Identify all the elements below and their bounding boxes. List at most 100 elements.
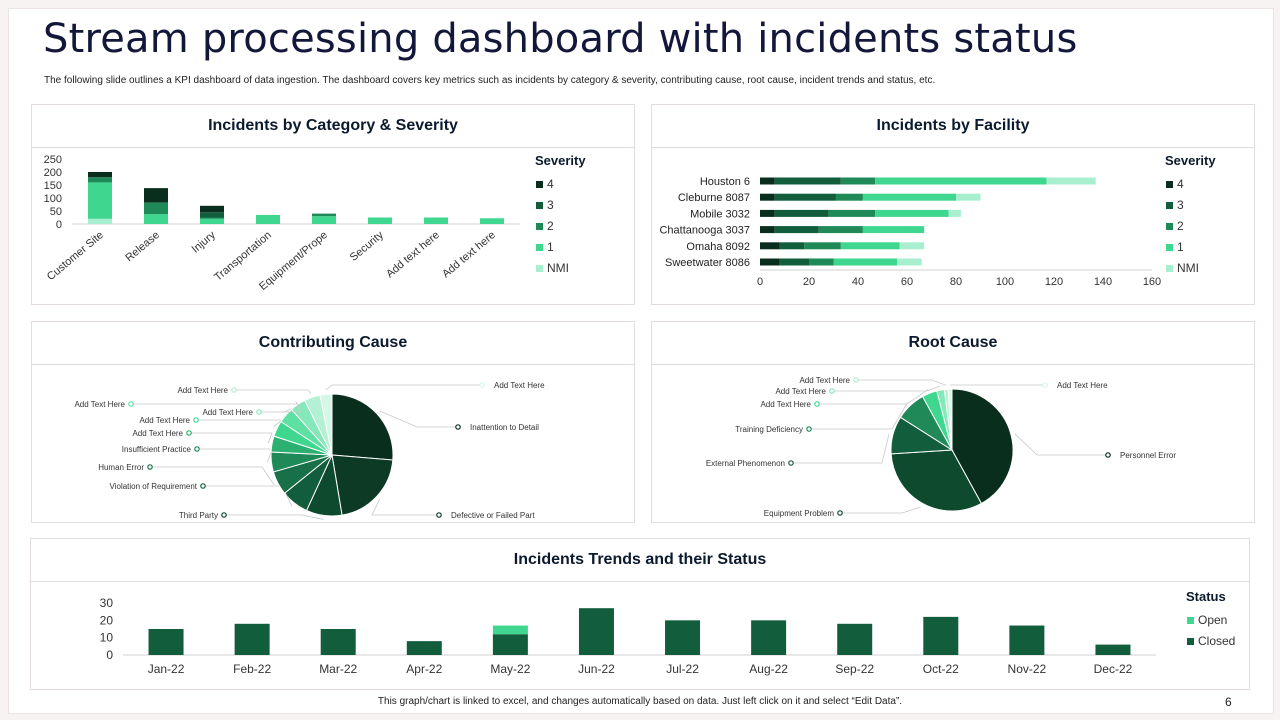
slice-label: Third Party — [179, 511, 218, 520]
y-tick-label: Houston 6 — [700, 176, 750, 188]
bar-segment — [200, 217, 224, 219]
leader-line — [203, 485, 293, 507]
x-tick-label: May-22 — [490, 662, 530, 676]
leader-dot — [479, 382, 485, 388]
x-tick-label: 160 — [1143, 276, 1161, 288]
bar-segment — [480, 218, 504, 224]
legend-label: Open — [1198, 613, 1227, 627]
y-tick-label: 10 — [100, 631, 114, 645]
bar-segment — [148, 629, 184, 655]
bar-segment — [774, 209, 829, 217]
panel-root: Root Cause Personnel Error Equipment Prob… — [651, 321, 1255, 523]
leader-dot — [147, 464, 153, 470]
legend-label: 3 — [547, 198, 554, 212]
x-tick-label: Customer Site — [45, 229, 106, 283]
panel-trends: Incidents Trends and their Status 0 10 20 3… — [30, 538, 1250, 690]
leader-line — [224, 514, 324, 520]
x-tick-label: Mar-22 — [319, 662, 357, 676]
legend-swatch — [536, 244, 543, 251]
legend-swatch — [1166, 181, 1173, 188]
bar-segment — [779, 258, 809, 266]
x-tick-label: Jul-22 — [666, 662, 699, 676]
leader-line — [234, 389, 312, 394]
y-tick-label: Sweetwater 8086 — [665, 257, 750, 269]
bar-segment — [578, 608, 614, 655]
bar-segment — [88, 218, 112, 224]
bar-segment — [200, 205, 224, 213]
bar-segment — [828, 209, 876, 217]
x-tick-label: 40 — [852, 276, 864, 288]
bar-segment — [774, 193, 836, 201]
bar-segment — [751, 620, 787, 655]
leader-line — [189, 432, 273, 444]
x-tick-label: Release — [123, 229, 162, 264]
bar-segment — [833, 258, 898, 266]
x-tick-label: Apr-22 — [406, 662, 442, 676]
legend-title: Severity — [535, 153, 586, 168]
slice-label: Add Text Here — [494, 381, 545, 390]
bar-segment — [88, 177, 112, 183]
leader-line — [809, 402, 908, 430]
bar-segment — [320, 629, 356, 655]
bar-segment — [88, 172, 112, 178]
leader-dot — [788, 460, 794, 466]
root-chart: Personnel Error Equipment Problem External… — [706, 376, 1177, 518]
bar-segment — [875, 209, 949, 217]
bar-segment — [760, 242, 780, 250]
bar-segment — [492, 625, 528, 635]
x-tick-label: 140 — [1094, 276, 1112, 288]
panel-title: Root Cause — [652, 322, 1254, 365]
bar-segment — [368, 217, 392, 224]
bar-segment — [840, 177, 876, 185]
bar-segment — [1046, 177, 1096, 185]
legend-swatch — [1187, 617, 1194, 624]
legend-label: NMI — [1177, 261, 1199, 275]
bar-segment — [760, 193, 775, 201]
slice-label: Add Text Here — [799, 376, 850, 385]
slice-label: Violation of Requirement — [110, 482, 198, 491]
panel-facility: Incidents by Facility 0 20 40 60 80 100 120 140… — [651, 104, 1255, 305]
y-tick-label: Mobile 3032 — [690, 208, 750, 220]
legend-swatch — [536, 181, 543, 188]
bar-segment — [862, 226, 925, 234]
panel-title: Incidents by Category & Severity — [32, 105, 634, 148]
y-tick-label: 50 — [50, 206, 62, 218]
x-tick-label: Oct-22 — [923, 662, 959, 676]
leader-dot — [1042, 382, 1048, 388]
footer-note: This graph/chart is linked to excel, and… — [377, 696, 903, 707]
slice-label: Add Text Here — [139, 416, 190, 425]
leader-dot — [1105, 452, 1111, 458]
slice-label: Add Text Here — [74, 400, 125, 409]
x-tick-label: 100 — [996, 276, 1014, 288]
bar-segment — [760, 177, 775, 185]
leader-line — [817, 389, 929, 405]
bar-segment — [760, 226, 775, 234]
bar-segment — [818, 226, 863, 234]
bar-segment — [875, 177, 1047, 185]
leader-dot — [128, 401, 134, 407]
panel-title: Incidents Trends and their Status — [31, 539, 1249, 582]
leader-dot — [231, 387, 237, 393]
bar-segment — [956, 193, 981, 201]
bar-segment — [1009, 625, 1045, 655]
bar-segment — [200, 212, 224, 218]
slice-label: External Phenomenon — [706, 459, 785, 468]
bar-segment — [406, 641, 442, 655]
leader-dot — [193, 417, 199, 423]
leader-dot — [256, 409, 262, 415]
bar-segment — [88, 182, 112, 219]
slice-label: Equipment Problem — [764, 509, 835, 518]
trends-chart: 0 10 20 30 Jan-22 Feb-22 Mar-22 Apr-22 May-22 Jun… — [100, 589, 1236, 676]
leader-dot — [814, 401, 820, 407]
slice-label: Insufficient Practice — [122, 445, 192, 454]
legend-swatch — [1166, 223, 1173, 230]
bar-segment — [948, 209, 961, 217]
page-number: 6 — [1225, 695, 1232, 709]
leader-dot — [221, 512, 227, 518]
slice-label: Add Text Here — [775, 387, 826, 396]
pie-slice — [331, 454, 394, 516]
bar-segment — [897, 258, 922, 266]
y-tick-label: 0 — [106, 648, 113, 662]
pie-slice — [331, 393, 394, 461]
pie-slice — [947, 388, 953, 451]
